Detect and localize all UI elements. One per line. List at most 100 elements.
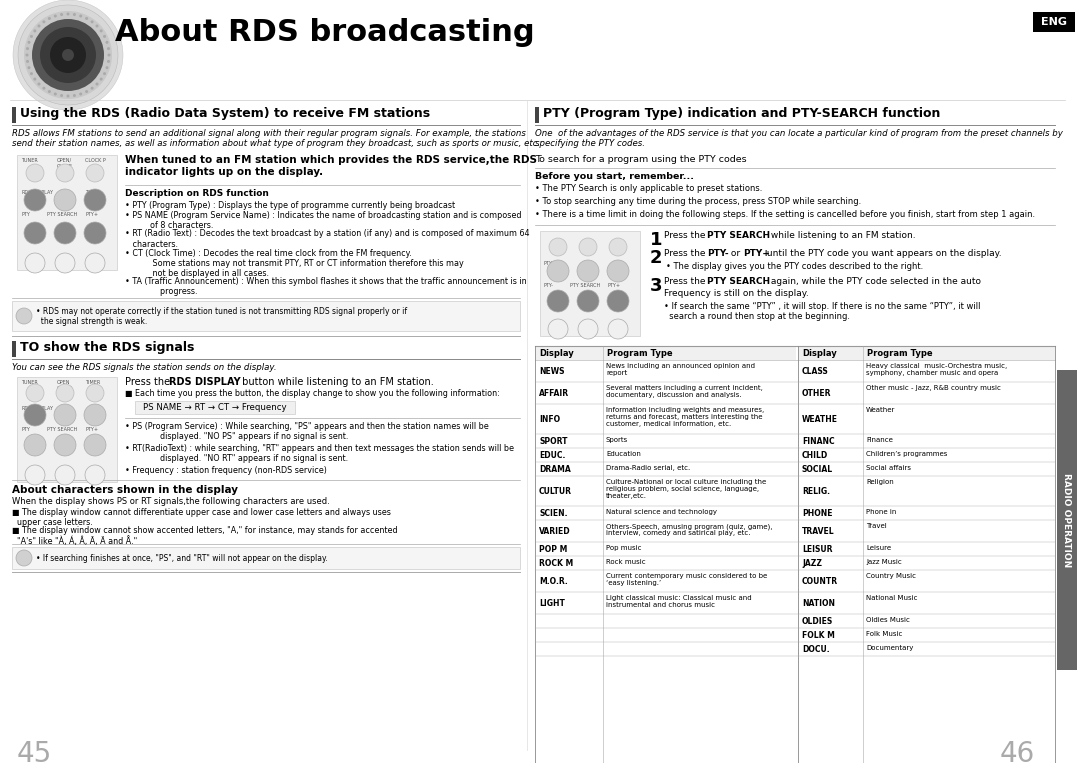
Circle shape xyxy=(108,53,110,56)
Text: PTY SEARCH: PTY SEARCH xyxy=(707,277,770,286)
Text: NATION: NATION xyxy=(802,598,835,607)
Text: PTY+: PTY+ xyxy=(85,212,98,217)
Text: Press the: Press the xyxy=(125,377,173,387)
Circle shape xyxy=(24,189,46,211)
Text: Press the: Press the xyxy=(664,277,708,286)
Text: 9: 9 xyxy=(93,259,97,268)
Text: Display: Display xyxy=(539,349,573,358)
Text: DOCU.: DOCU. xyxy=(802,645,829,653)
Text: Culture-National or local culture including the
religious problem, social scienc: Culture-National or local culture includ… xyxy=(606,479,766,499)
Circle shape xyxy=(85,253,105,273)
Text: 4: 4 xyxy=(32,440,38,449)
Bar xyxy=(12,107,16,123)
Circle shape xyxy=(85,465,105,485)
Text: Description on RDS function: Description on RDS function xyxy=(125,189,269,198)
Text: ENG: ENG xyxy=(1041,17,1067,27)
Circle shape xyxy=(577,260,599,282)
Text: Frequency is still on the display.: Frequency is still on the display. xyxy=(664,289,809,298)
Circle shape xyxy=(60,13,63,16)
Circle shape xyxy=(27,41,30,43)
Text: JAZZ: JAZZ xyxy=(802,559,822,568)
Circle shape xyxy=(55,465,75,485)
Text: LIGHT: LIGHT xyxy=(539,598,565,607)
Text: 2: 2 xyxy=(62,195,68,204)
Text: You can see the RDS signals the station sends on the display.: You can see the RDS signals the station … xyxy=(12,363,276,372)
Bar xyxy=(17,155,117,270)
Text: Jazz Music: Jazz Music xyxy=(866,559,902,565)
Circle shape xyxy=(42,87,45,90)
Circle shape xyxy=(607,260,629,282)
Text: 2: 2 xyxy=(585,266,591,275)
Text: • The display gives you the PTY codes described to the right.: • The display gives you the PTY codes de… xyxy=(666,262,923,271)
Text: When tuned to an FM station which provides the RDS service,the RDS
indicator lig: When tuned to an FM station which provid… xyxy=(125,155,537,176)
Text: TUNER: TUNER xyxy=(21,158,38,163)
Circle shape xyxy=(84,189,106,211)
Circle shape xyxy=(106,66,108,69)
Circle shape xyxy=(79,14,82,18)
Circle shape xyxy=(25,253,45,273)
Text: National Music: National Music xyxy=(866,595,918,601)
Circle shape xyxy=(30,72,33,75)
Text: 7: 7 xyxy=(32,471,38,479)
Circle shape xyxy=(91,21,94,24)
Circle shape xyxy=(54,14,57,18)
Text: When the display shows PS or RT signals,the following characters are used.: When the display shows PS or RT signals,… xyxy=(12,497,329,506)
Text: Several matters including a current incident,
documentary, discussion and analys: Several matters including a current inci… xyxy=(606,385,762,398)
Text: 2: 2 xyxy=(62,410,68,420)
Circle shape xyxy=(85,17,89,20)
Text: Information including weights and measures,
returns and forecast, matters intere: Information including weights and measur… xyxy=(606,407,765,427)
Text: RDS DISPLAY: RDS DISPLAY xyxy=(168,377,241,387)
Text: ROCK M: ROCK M xyxy=(539,559,573,568)
Circle shape xyxy=(48,17,51,20)
Text: FOLK M: FOLK M xyxy=(802,630,835,639)
Text: CLOCK P: CLOCK P xyxy=(85,158,106,163)
Text: PTY+: PTY+ xyxy=(85,427,98,432)
Circle shape xyxy=(26,384,44,402)
Text: Display: Display xyxy=(802,349,837,358)
Text: Drama-Radio serial, etc.: Drama-Radio serial, etc. xyxy=(606,465,690,471)
Circle shape xyxy=(56,164,75,182)
Text: Current contemporary music considered to be
‘easy listening.’: Current contemporary music considered to… xyxy=(606,573,767,586)
Text: or: or xyxy=(728,249,743,258)
Circle shape xyxy=(103,35,106,38)
Text: VARIED: VARIED xyxy=(539,526,570,536)
Text: 7: 7 xyxy=(32,259,38,268)
Text: Rock music: Rock music xyxy=(606,559,646,565)
Text: RELIG.: RELIG. xyxy=(802,487,831,495)
Text: Oldies Music: Oldies Music xyxy=(866,617,909,623)
Circle shape xyxy=(84,222,106,244)
Circle shape xyxy=(24,404,46,426)
Text: SCIEN.: SCIEN. xyxy=(539,508,567,517)
Text: Sports: Sports xyxy=(606,437,629,443)
Text: PTY+: PTY+ xyxy=(743,249,770,258)
Text: Pop music: Pop music xyxy=(606,545,642,551)
Text: PTY SEARCH: PTY SEARCH xyxy=(707,231,770,240)
Text: PTY-: PTY- xyxy=(544,283,554,288)
Circle shape xyxy=(579,238,597,256)
Circle shape xyxy=(99,30,103,32)
Text: OPEN/
CLOSE: OPEN/ CLOSE xyxy=(57,158,73,169)
Text: PTY (Program Type) indication and PTY-SEARCH function: PTY (Program Type) indication and PTY-SE… xyxy=(543,107,941,120)
Circle shape xyxy=(38,82,41,85)
Circle shape xyxy=(54,92,57,95)
Text: 5: 5 xyxy=(585,297,591,305)
Circle shape xyxy=(62,49,75,61)
Text: NEWS: NEWS xyxy=(539,366,565,375)
Circle shape xyxy=(30,35,33,38)
Text: LEISUR: LEISUR xyxy=(802,545,833,553)
Circle shape xyxy=(73,13,76,16)
Circle shape xyxy=(24,11,112,99)
Text: Using the RDS (Radio Data System) to receive FM stations: Using the RDS (Radio Data System) to rec… xyxy=(21,107,430,120)
Circle shape xyxy=(60,94,63,97)
Text: PTY+: PTY+ xyxy=(608,283,621,288)
Text: AFFAIR: AFFAIR xyxy=(539,388,569,398)
Text: • RT (Radio Text) : Decodes the text broadcast by a station (if any) and is comp: • RT (Radio Text) : Decodes the text bro… xyxy=(125,230,529,249)
Circle shape xyxy=(50,37,86,73)
Circle shape xyxy=(106,41,108,43)
Text: 1: 1 xyxy=(555,266,561,275)
Text: 8: 8 xyxy=(63,259,67,268)
Circle shape xyxy=(107,60,110,63)
Text: • The PTY Search is only applicable to preset stations.: • The PTY Search is only applicable to p… xyxy=(535,184,762,193)
Text: until the PTY code you want appears on the display.: until the PTY code you want appears on t… xyxy=(764,249,1001,258)
Text: Press the: Press the xyxy=(664,249,708,258)
